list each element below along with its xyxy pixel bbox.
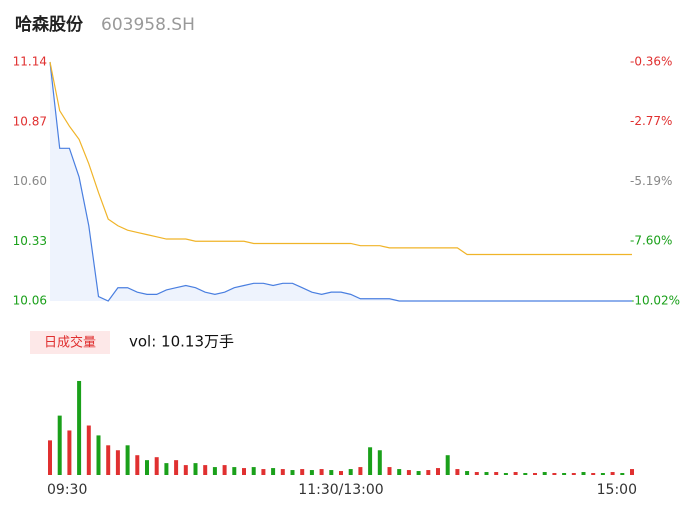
volume-bar (242, 468, 246, 475)
volume-title: 日成交量 (44, 335, 96, 351)
y2-tick-label: -0.36% (630, 55, 672, 69)
volume-bar (397, 469, 402, 475)
volume-bar (280, 469, 285, 475)
volume-bar (465, 471, 470, 475)
volume-bar (339, 471, 343, 475)
volume-bar (164, 463, 169, 475)
volume-text: vol: 10.13万手 (129, 333, 234, 351)
volume-bar (571, 473, 576, 475)
volume-bar (562, 473, 567, 475)
y-tick-label: 10.87 (13, 114, 47, 128)
volume-bar (358, 467, 363, 475)
volume-bar (183, 465, 188, 475)
volume-bar (96, 435, 101, 475)
volume-bar (77, 380, 82, 475)
y2-tick-label: -10.02% (630, 294, 680, 308)
y-tick-label: 10.06 (13, 294, 47, 308)
volume-bar (174, 460, 179, 475)
volume-bar (251, 467, 256, 475)
volume-bar (309, 470, 314, 475)
volume-bar (591, 473, 596, 475)
volume-bar (445, 455, 450, 475)
volume-bar (416, 471, 421, 475)
volume-bar (552, 473, 557, 475)
volume-bar (503, 473, 508, 475)
volume-bar (203, 465, 208, 475)
volume-bar (48, 440, 52, 475)
chart-subtitle: 603958.SH (101, 15, 195, 35)
volume-bar (630, 469, 634, 475)
volume-bar (494, 472, 499, 475)
volume-badge (30, 331, 110, 354)
volume-bar (620, 473, 625, 475)
volume-bar (610, 472, 615, 475)
volume-bar (533, 473, 537, 475)
volume-bar (426, 470, 431, 475)
line-price (49, 61, 632, 302)
volume-bar (57, 415, 62, 475)
volume-bar (125, 445, 130, 475)
price-area (50, 62, 632, 301)
volume-bar (86, 425, 91, 475)
volume-bar (542, 472, 547, 475)
y-tick-label: 11.14 (13, 55, 47, 69)
x-tick-label: 09:30 (47, 482, 87, 498)
volume-bar (455, 469, 460, 475)
x-tick-label: 11:30/13:00 (298, 482, 383, 498)
volume-bar (377, 450, 382, 475)
volume-bar (154, 457, 159, 475)
volume-bar (212, 467, 217, 475)
volume-bar (600, 473, 605, 475)
volume-bar (387, 467, 392, 475)
volume-bar (135, 455, 140, 475)
x-tick-label: 15:00 (597, 482, 637, 498)
volume-bar (513, 472, 518, 475)
volume-bar (290, 470, 295, 475)
volume-bar (406, 470, 411, 475)
volume-bar (271, 468, 276, 475)
y-tick-label: 10.33 (13, 234, 47, 248)
line-average (49, 61, 632, 256)
volume-bar (261, 469, 266, 475)
y-tick-label: 10.60 (13, 174, 47, 188)
volume-bar (106, 445, 111, 475)
volume-bar (523, 473, 528, 475)
y2-tick-label: -5.19% (630, 174, 672, 188)
volume-bar (329, 470, 334, 475)
volume-bar (581, 472, 586, 475)
volume-bar (474, 472, 479, 475)
volume-bar (319, 469, 324, 475)
volume-bar (300, 469, 305, 475)
volume-bar (436, 468, 440, 475)
volume-bar (67, 430, 72, 475)
volume-bar (145, 460, 149, 475)
volume-bar (193, 463, 198, 475)
volume-bar (348, 469, 353, 475)
volume-bar (115, 450, 120, 475)
volume-bar (222, 465, 227, 475)
volume-bar (368, 447, 373, 475)
chart-title: 哈森股份 (15, 14, 84, 35)
volume-bar (484, 472, 489, 475)
volume-bar (232, 467, 237, 475)
y2-tick-label: -7.60% (630, 234, 672, 248)
y2-tick-label: -2.77% (630, 114, 672, 128)
